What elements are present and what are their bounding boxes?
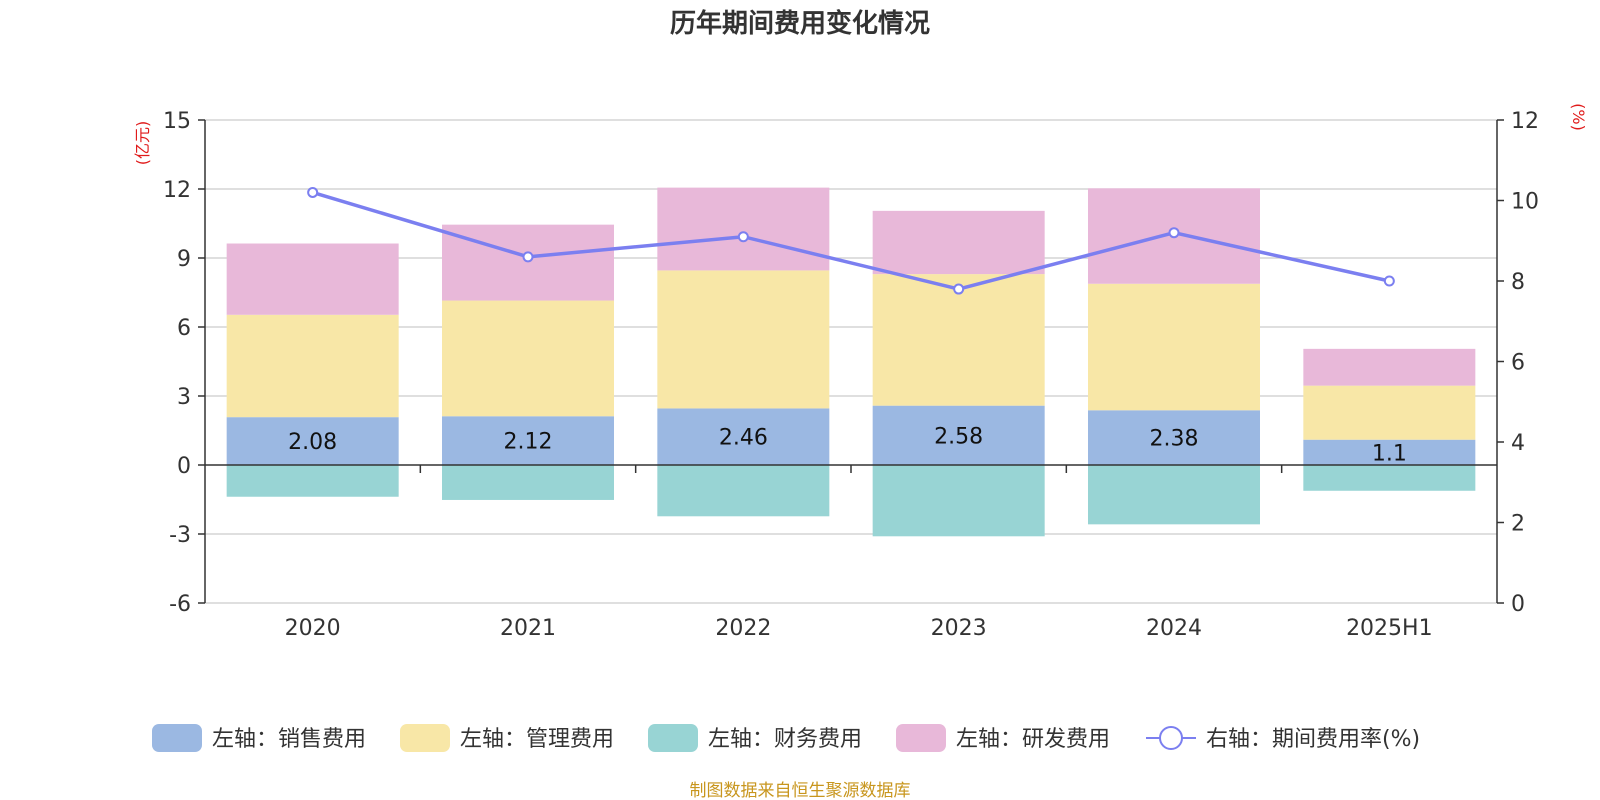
left-tick-label: -6 [169,592,191,617]
left-tick-label: 6 [177,316,191,341]
left-tick-label: 9 [177,247,191,272]
bar-admin [226,314,399,418]
x-tick-label: 2025H1 [1346,616,1433,641]
legend: 左轴：销售费用 左轴：管理费用 左轴：财务费用 左轴：研发费用 右轴：期间费用率(%) [152,724,1420,752]
bar-finance [872,465,1045,537]
x-tick-label: 2023 [931,616,987,641]
bar-admin [872,274,1045,406]
data-label: 2.08 [288,430,337,455]
bar-admin [1088,283,1260,411]
right-tick-label: 6 [1511,351,1525,376]
right-tick-label: 8 [1511,270,1525,295]
bars-layer: 2.08 2.12 2.46 2.58 2.38 1.1 [226,187,1476,537]
right-tick-label: 2 [1511,512,1525,537]
legend-label: 左轴：财务费用 [708,727,862,752]
rate-point [1383,275,1395,287]
source-note: 制图数据来自恒生聚源数据库 [690,781,911,800]
bar-rd [657,187,830,271]
data-label: 2.12 [504,430,553,455]
right-tick-label: 10 [1511,190,1539,215]
right-tick-label: 4 [1511,431,1525,456]
rate-point [737,231,749,243]
legend-label: 左轴：销售费用 [212,727,366,752]
left-tick-label: 3 [177,385,191,410]
legend-label: 左轴：研发费用 [956,727,1110,752]
left-tick-label: -3 [169,523,191,548]
legend-swatch [400,724,450,752]
bar-admin [657,270,830,409]
left-tick-label: 12 [163,178,191,203]
rate-line [312,190,1390,291]
bar-admin [442,300,614,417]
right-axis-unit: (%) [1569,103,1588,131]
legend-swatch [896,724,946,752]
bar-sales [442,416,614,465]
axes-layer: -6 -3 0 3 6 9 12 15 0 2 4 6 8 10 12 2020 2021 2022 2023 202… [163,109,1539,641]
right-tick-label: 12 [1511,109,1539,134]
bar-finance [1088,465,1260,525]
data-label: 1.1 [1372,441,1407,466]
bar-sales [226,417,399,465]
legend-line-marker [1159,726,1183,750]
bar-finance [657,465,830,517]
bar-rd [442,224,614,301]
rate-line-layer [307,186,1395,295]
right-tick-label: 0 [1511,592,1525,617]
data-label: 2.46 [719,426,768,451]
legend-swatch [648,724,698,752]
bar-admin [1303,385,1476,440]
bar-sales [657,408,830,465]
legend-label: 左轴：管理费用 [460,727,614,752]
bar-rd [872,210,1045,275]
bar-finance [226,465,399,497]
x-tick-label: 2024 [1146,616,1202,641]
rate-point [307,186,319,198]
x-tick-label: 2022 [715,616,771,641]
left-tick-label: 15 [163,109,191,134]
data-label: 2.38 [1150,427,1199,452]
left-axis-unit: (亿元) [133,121,152,166]
x-tick-label: 2021 [500,616,556,641]
bar-sales [1303,439,1476,465]
rate-point [953,283,965,295]
grid-lines [205,119,1497,604]
x-tick-label: 2020 [285,616,341,641]
chart-title: 历年期间费用变化情况 [670,8,930,39]
data-label: 2.58 [934,424,983,449]
bar-finance [442,465,614,500]
bar-sales [872,405,1045,465]
rate-point [522,251,534,263]
legend-label: 右轴：期间费用率(%) [1206,727,1420,752]
rate-point [1168,227,1180,239]
bar-finance [1303,465,1476,491]
bar-rd [226,243,399,315]
left-tick-label: 0 [177,454,191,479]
bar-sales [1088,410,1260,465]
legend-swatch [152,724,202,752]
bar-rd [1303,348,1476,386]
